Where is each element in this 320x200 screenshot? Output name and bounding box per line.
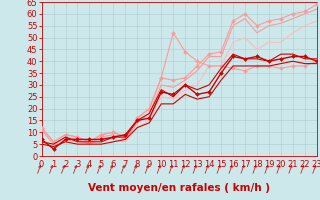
X-axis label: Vent moyen/en rafales ( km/h ): Vent moyen/en rafales ( km/h ): [88, 183, 270, 193]
